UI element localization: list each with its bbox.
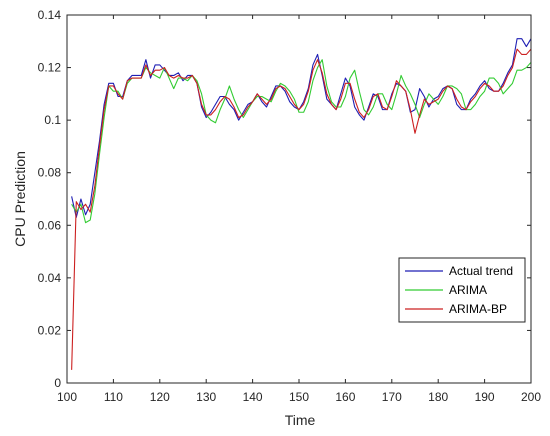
y-tick-label: 0.02: [38, 323, 62, 337]
x-tick-label: 100: [57, 390, 77, 404]
legend-label: ARIMA: [449, 283, 487, 297]
y-axis-title: CPU Prediction: [12, 151, 28, 247]
legend-label: ARIMA-BP: [449, 302, 507, 316]
plot-background: [67, 15, 531, 383]
y-tick-label: 0.06: [38, 218, 62, 232]
legend: Actual trend ARIMA ARIMA-BP: [398, 257, 526, 323]
legend-label: Actual trend: [449, 264, 513, 278]
x-tick-label: 110: [104, 390, 123, 404]
x-tick-label: 140: [243, 390, 263, 404]
y-tick-label: 0.1: [44, 113, 61, 127]
x-tick-label: 130: [196, 390, 216, 404]
x-tick-label: 190: [475, 390, 495, 404]
series-line-arima-bp: [71, 48, 532, 370]
ticks: 100 110 120 130 140 150 160 170 180 190 200 0 0.02 0.…: [38, 8, 542, 404]
plot-area: [67, 15, 531, 383]
x-tick-label: 120: [150, 390, 170, 404]
y-tick-label: 0: [54, 376, 61, 390]
y-tick-label: 0.14: [38, 8, 62, 22]
y-tick-label: 0.04: [38, 271, 62, 285]
x-tick-label: 150: [289, 390, 309, 404]
series-layer: [71, 38, 532, 370]
y-tick-label: 0.08: [38, 166, 62, 180]
y-tick-label: 0.12: [38, 61, 62, 75]
x-tick-label: 200: [521, 390, 541, 404]
x-tick-label: 170: [382, 390, 402, 404]
x-tick-label: 160: [335, 390, 355, 404]
x-tick-label: 180: [428, 390, 448, 404]
x-axis-title: Time: [285, 412, 316, 428]
